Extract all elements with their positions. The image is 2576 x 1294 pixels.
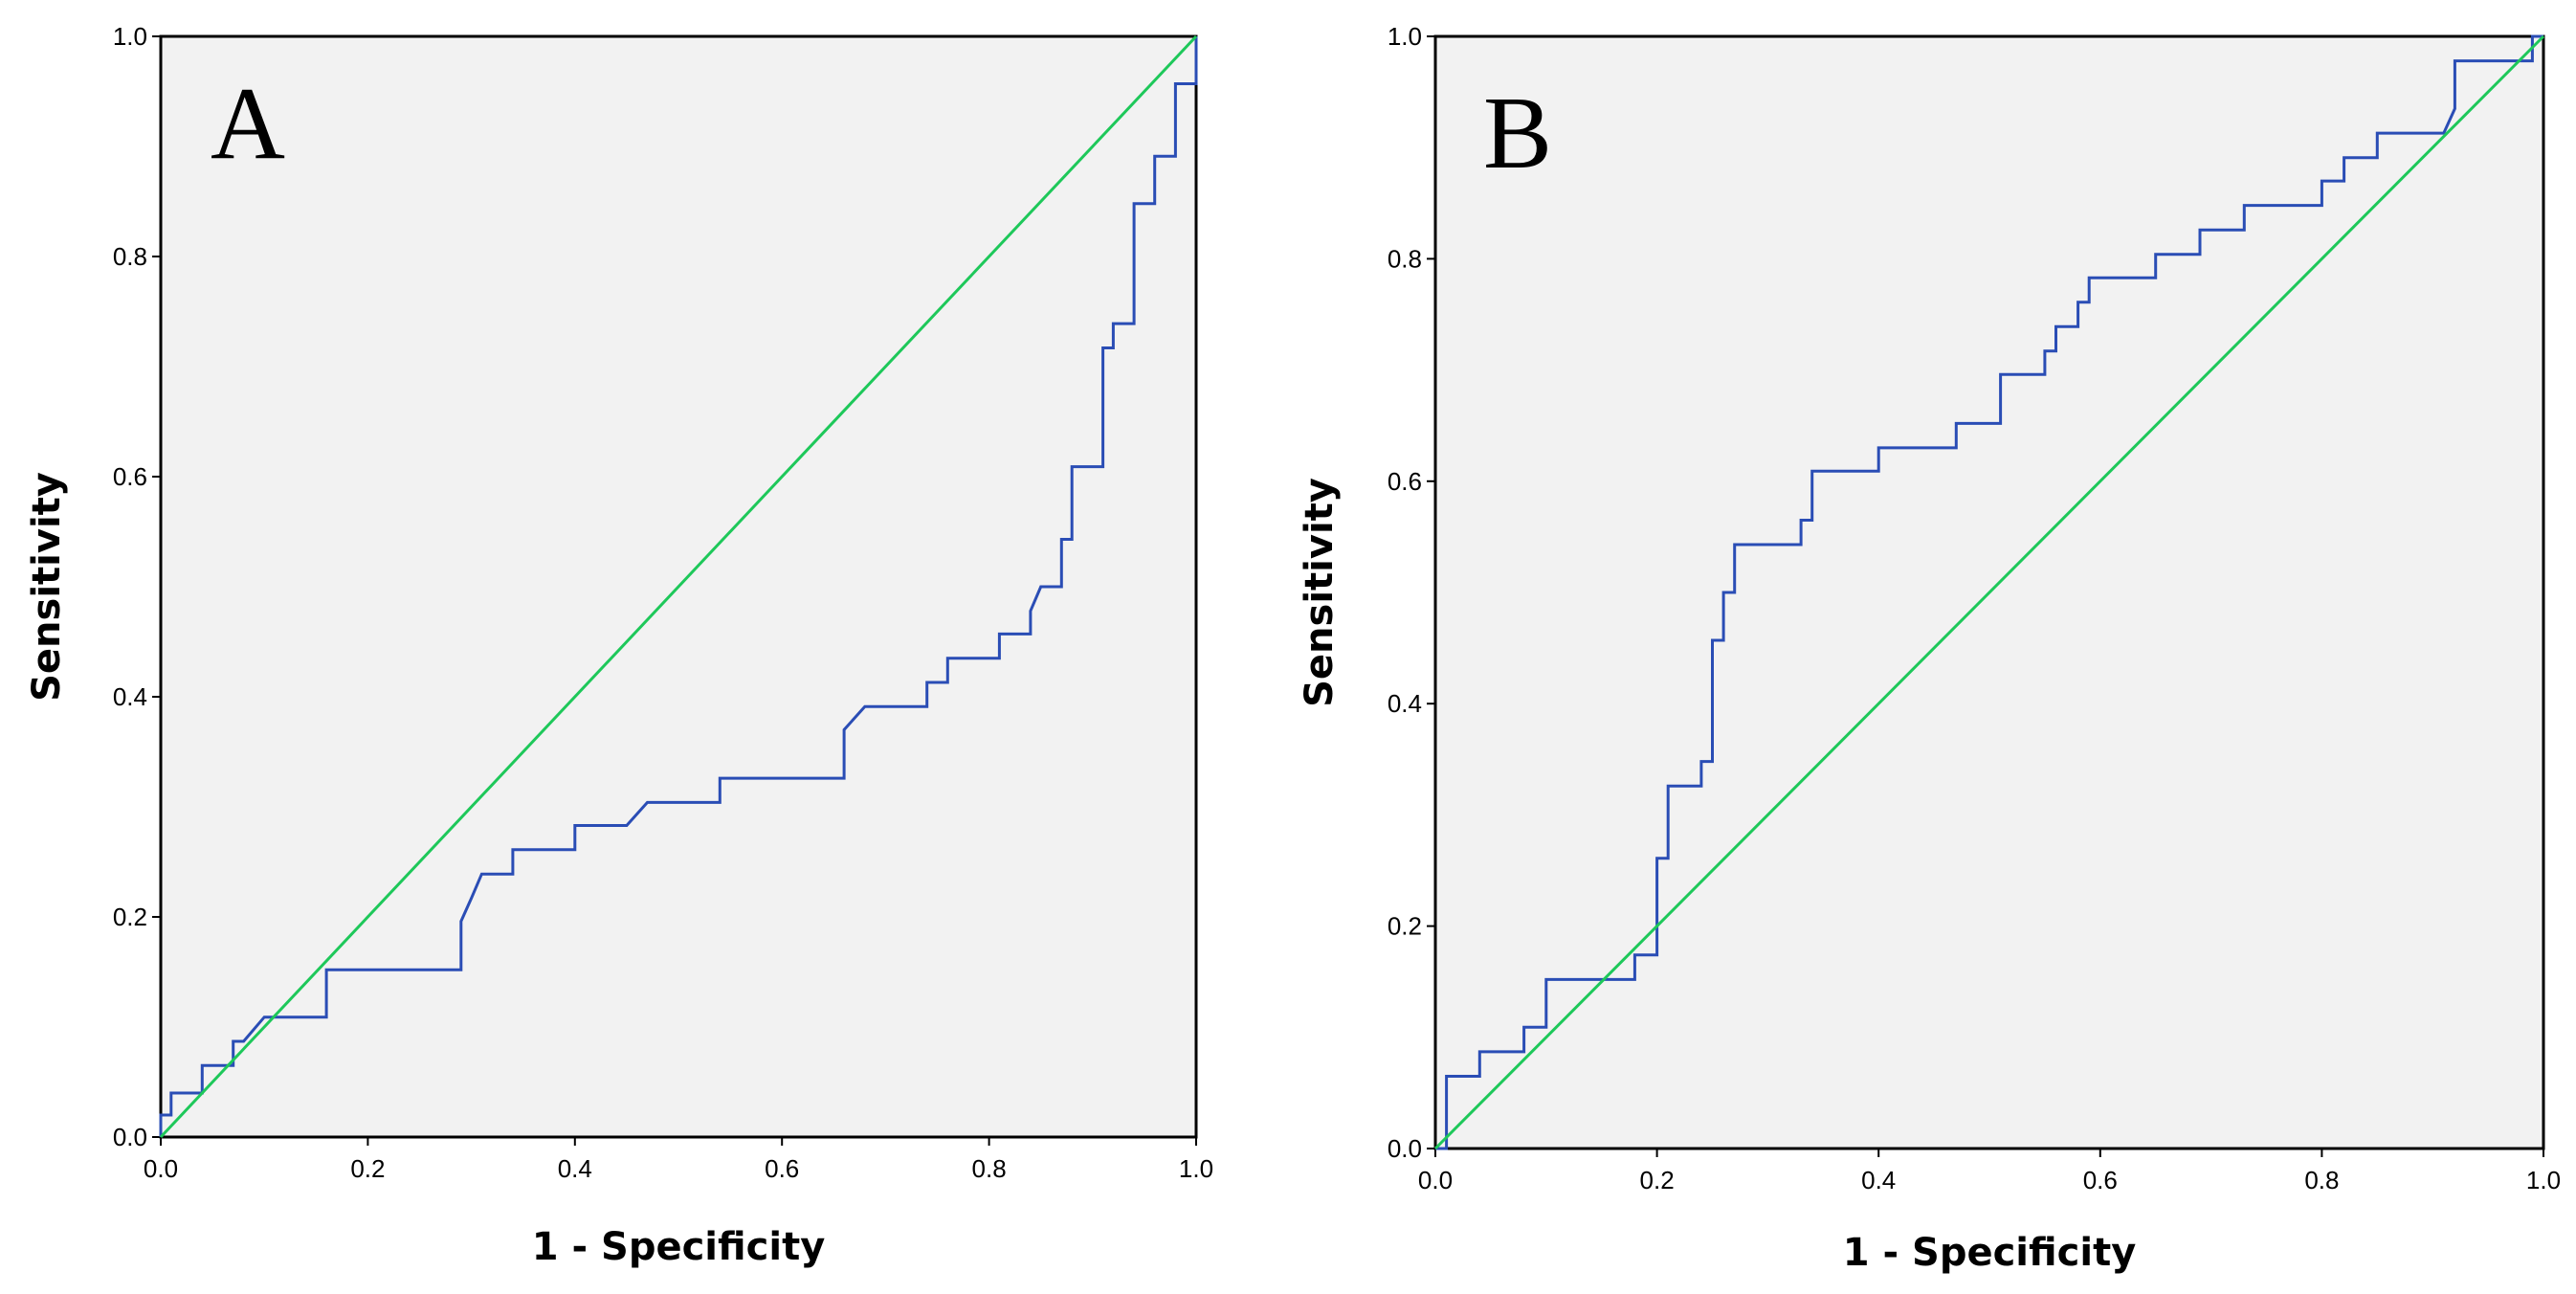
x-tick-label-b: 0.4 [1861,1166,1896,1194]
x-tick-label-a: 0.0 [144,1154,178,1183]
y-tick-label-a: 1.0 [113,22,147,51]
chart-panel-a: 0.0 0.2 0.4 0.6 0.8 1.0 0.0 0.2 0.4 0.6 0.8 1.0 A 1… [25,22,1213,1269]
axis-ticks-b: 0.0 0.2 0.4 0.6 0.8 1.0 0.0 0.2 0.4 0.6 0.8 1.0 [1388,22,2561,1194]
y-tick-label-a: 0.8 [113,242,147,271]
panel-label-b: B [1483,77,1552,190]
x-tick-label-b: 1.0 [2526,1166,2561,1194]
y-tick-label-b: 0.2 [1388,912,1422,941]
y-tick-label-a: 0.6 [113,462,147,491]
y-tick-label-a: 0.0 [113,1123,147,1151]
series-lines-b [1433,34,2545,1150]
y-tick-label-b: 0.0 [1388,1134,1422,1163]
y-axis-title-b: Sensitivity [1298,478,1342,707]
x-tick-label-b: 0.2 [1640,1166,1675,1194]
x-tick-label-b: 0.0 [1418,1166,1453,1194]
reference-line-b [1433,34,2545,1150]
x-tick-label-b: 0.8 [2304,1166,2339,1194]
x-tick-label-b: 0.6 [2083,1166,2118,1194]
y-tick-label-b: 0.4 [1388,689,1422,718]
y-tick-label-b: 0.8 [1388,244,1422,273]
x-tick-label-a: 0.6 [765,1154,799,1183]
panel-label-a: A [211,67,285,181]
x-tick-label-a: 0.2 [350,1154,385,1183]
x-tick-label-a: 1.0 [1179,1154,1213,1183]
x-tick-label-a: 0.4 [558,1154,592,1183]
x-axis-title-a: 1 - Specificity [532,1225,826,1269]
roc-curve-line-a [159,36,1198,1137]
chart-panel-b: 0.0 0.2 0.4 0.6 0.8 1.0 0.0 0.2 0.4 0.6 0.8 1.0 B 1… [1298,22,2561,1275]
y-axis-title-a: Sensitivity [25,472,69,702]
reference-line-a [159,34,1198,1139]
axis-ticks-a: 0.0 0.2 0.4 0.6 0.8 1.0 0.0 0.2 0.4 0.6 0.8 1.0 [113,22,1213,1183]
roc-curve-line-b [1435,34,2543,1150]
y-tick-label-b: 0.6 [1388,467,1422,496]
x-tick-label-a: 0.8 [972,1154,1007,1183]
series-lines-a [159,34,1198,1139]
y-tick-label-a: 0.4 [113,682,147,711]
x-axis-title-b: 1 - Specificity [1843,1231,2137,1275]
y-tick-label-b: 1.0 [1388,22,1422,51]
y-tick-label-a: 0.2 [113,903,147,931]
